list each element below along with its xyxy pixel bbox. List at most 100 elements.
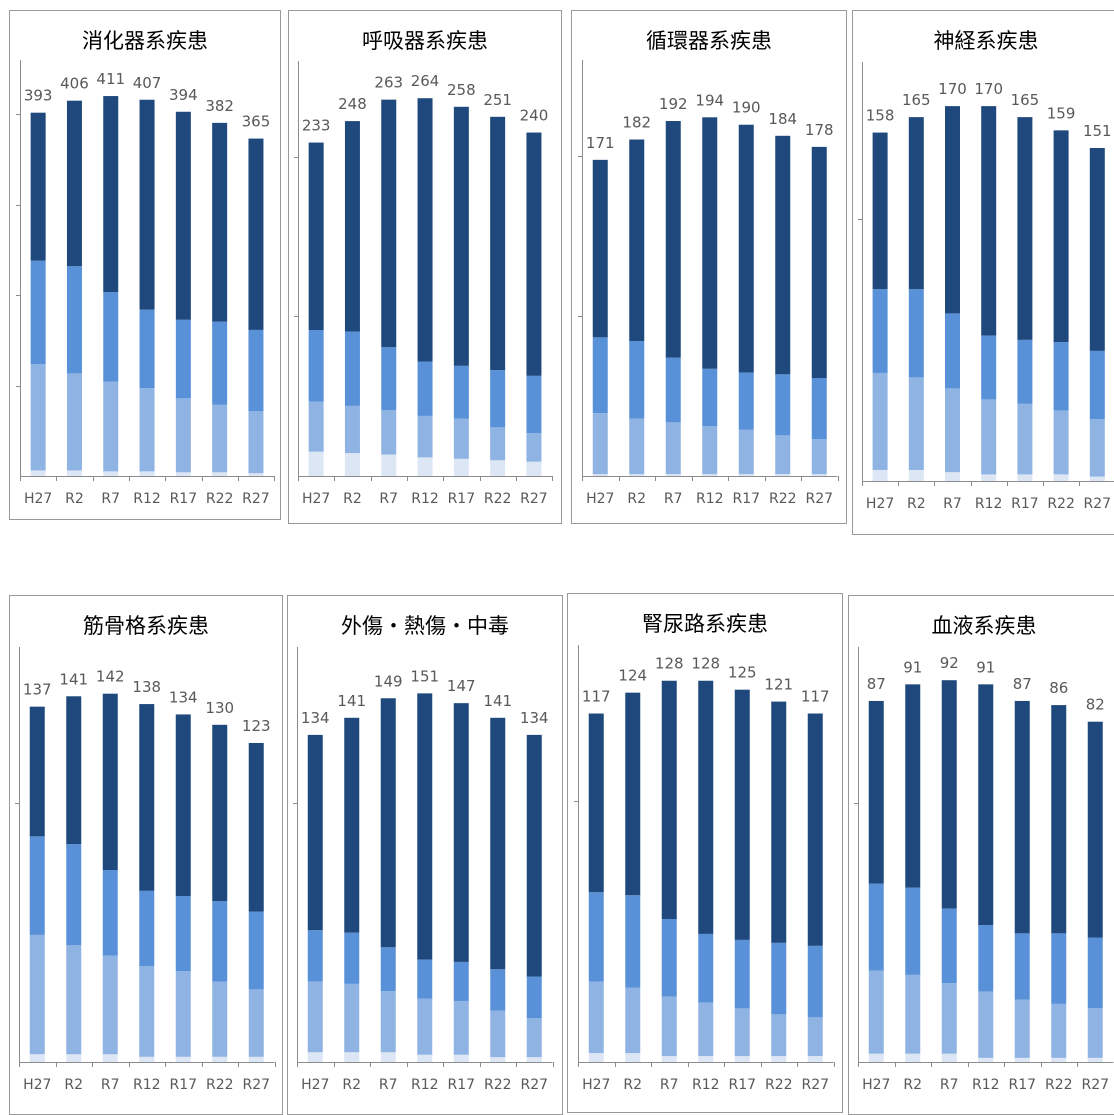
bar-segment [811, 474, 827, 476]
data-label: 158 [866, 107, 895, 125]
bar-segment [380, 947, 396, 992]
bar-segment [417, 361, 433, 416]
bar-segment [29, 836, 45, 935]
bar-segment [908, 469, 924, 481]
data-label: 134 [520, 709, 549, 727]
data-label: 123 [242, 717, 271, 735]
x-tick-label: H27 [23, 1077, 51, 1093]
data-label: 130 [205, 699, 234, 717]
bar-segment [248, 473, 264, 476]
bar-segment [453, 365, 469, 419]
data-label: 141 [337, 692, 366, 710]
bar-segment [905, 1053, 921, 1062]
bar-segment [1017, 117, 1033, 340]
bar-segment [592, 337, 608, 414]
x-tick-label: R2 [65, 491, 84, 507]
bar-segment [30, 364, 46, 471]
data-label: 365 [242, 113, 271, 131]
bar-segment [453, 703, 469, 962]
x-tick-label: R7 [664, 491, 683, 507]
bar-segment [775, 374, 791, 436]
bar-segment [453, 1054, 469, 1062]
data-label: 406 [60, 75, 89, 93]
chart-title: 消化器系疾患 [82, 29, 208, 53]
bar-segment [248, 329, 264, 412]
bar-segment [1087, 721, 1103, 938]
chart-plot: 233 H27 248 R2 263 R7 264 R12 258 R17 251 R22 240 R27 [294, 61, 553, 507]
data-label: 121 [764, 676, 793, 694]
x-tick-label: R22 [484, 1077, 512, 1093]
bar-segment [945, 472, 960, 481]
data-label: 149 [374, 672, 403, 690]
x-tick-label: R2 [627, 491, 646, 507]
bar-segment [775, 135, 791, 375]
chart-plot: 137 H27 141 R2 142 R7 138 R12 134 R17 130 R22 123 R27 [15, 647, 276, 1093]
bar-segment [807, 713, 823, 946]
bar-segment [139, 388, 155, 472]
bar-segment [811, 439, 827, 475]
bar-segment [308, 330, 324, 402]
bar-segment [629, 139, 645, 342]
bar-segment [248, 138, 264, 330]
bar-segment [212, 404, 228, 473]
x-tick-label: R22 [1045, 1077, 1073, 1093]
data-label: 178 [805, 121, 834, 139]
bar-segment [212, 122, 228, 322]
bar-segment [490, 370, 506, 428]
data-label: 128 [691, 655, 720, 673]
bar-segment [905, 684, 921, 888]
bar-segment [175, 111, 191, 320]
data-label: 86 [1049, 679, 1068, 697]
bar-segment [102, 693, 118, 871]
bar-segment [102, 1054, 118, 1062]
bar-segment [625, 692, 641, 896]
bar-segment [1053, 474, 1069, 481]
bar-segment [175, 1056, 191, 1062]
bar-segment [702, 117, 718, 369]
bar-segment [248, 742, 264, 912]
data-label: 248 [338, 95, 367, 113]
bar-segment [417, 457, 433, 476]
data-label: 137 [23, 681, 52, 699]
bar-segment [981, 335, 997, 400]
data-label: 165 [1011, 91, 1040, 109]
bar-segment [308, 142, 324, 331]
x-tick-label: R2 [907, 496, 926, 512]
bar-segment [29, 934, 45, 1055]
bar-segment [738, 124, 754, 373]
bar-segment [307, 930, 323, 982]
x-tick-label: H27 [24, 491, 52, 507]
bar-segment [734, 1008, 750, 1057]
chart-panel-respiratory: 呼吸器系疾患 233 H27 248 R2 263 R7 264 R12 258 R17 251 R2… [288, 10, 562, 524]
bar-segment [526, 461, 542, 476]
x-tick-label: R17 [448, 491, 476, 507]
bar-segment [139, 309, 155, 389]
data-label: 128 [655, 655, 684, 673]
x-tick-label: R22 [206, 1077, 234, 1093]
data-label: 233 [302, 117, 331, 135]
x-tick-label: R27 [520, 1077, 548, 1093]
bar-segment [381, 347, 397, 411]
x-tick-label: H27 [582, 1077, 610, 1093]
bar-segment [66, 266, 82, 374]
chart-plot: 87 H27 91 R2 92 R7 91 R12 87 R17 86 R22 82 R27 [854, 647, 1114, 1093]
data-label: 117 [582, 688, 611, 706]
x-tick-label: R7 [940, 1077, 959, 1093]
bar-segment [807, 945, 823, 1018]
bar-segment [1051, 705, 1067, 934]
bar-segment [139, 704, 155, 891]
chart-panel-trauma: 外傷・熱傷・中毒 134 H27 141 R2 149 R7 151 R12 147 R17 141… [287, 595, 563, 1115]
bar-segment [1017, 339, 1033, 404]
bar-segment [307, 1052, 323, 1062]
chart-plot: 117 H27 124 R2 128 R7 128 R12 125 R17 121 R22 117 R27 [574, 645, 835, 1093]
bar-segment [175, 971, 191, 1057]
x-tick-label: R7 [101, 491, 120, 507]
chart-title: 外傷・熱傷・中毒 [341, 614, 509, 638]
x-tick-label: R2 [342, 1077, 361, 1093]
bar-segment [212, 981, 228, 1057]
bar-segment [29, 1054, 45, 1062]
data-label: 182 [622, 114, 651, 132]
bar-segment [175, 896, 191, 972]
bar-segment [344, 121, 360, 332]
x-tick-label: R17 [1011, 496, 1039, 512]
